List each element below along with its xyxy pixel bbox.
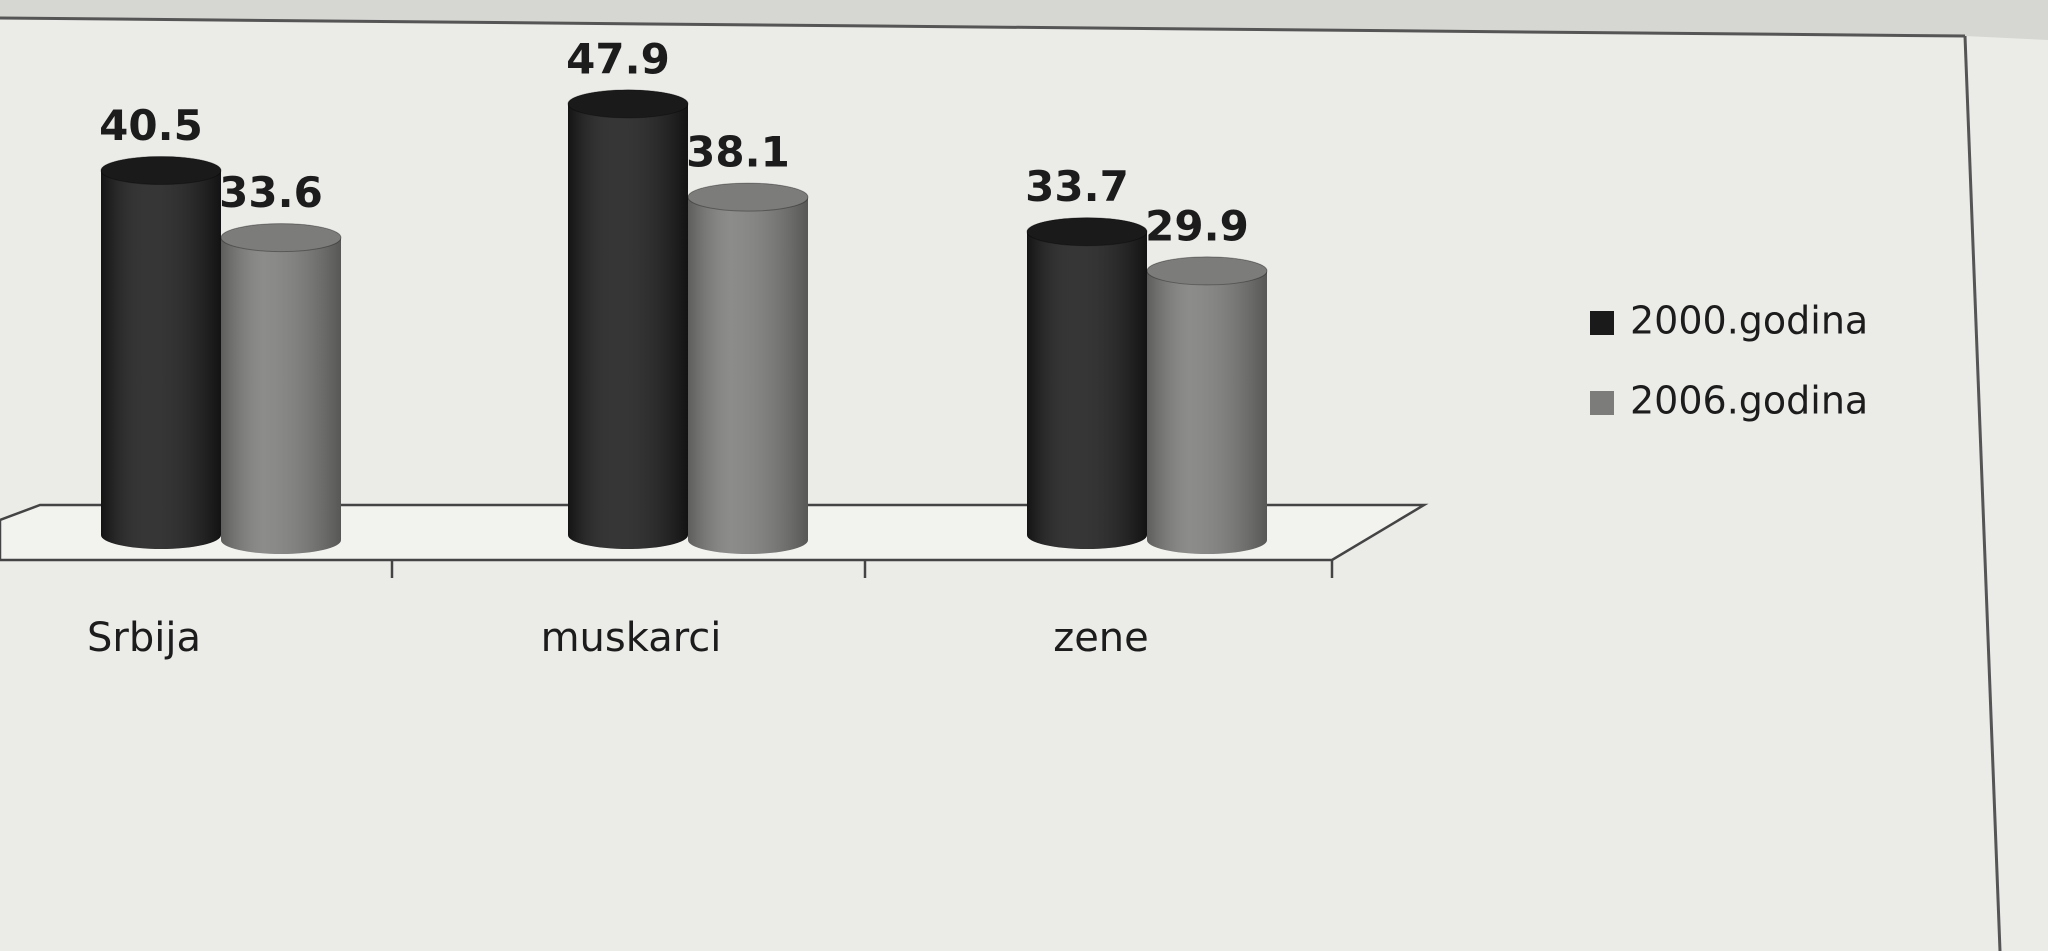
cylinder-top bbox=[567, 89, 689, 119]
cylinder-top bbox=[687, 182, 809, 212]
cylinder-shade bbox=[101, 156, 221, 549]
legend-label: 2006.godina bbox=[1630, 379, 1868, 423]
legend-swatch bbox=[1590, 311, 1614, 335]
data-label: 40.5 bbox=[99, 101, 203, 150]
data-label: 38.1 bbox=[686, 128, 790, 177]
data-label: 29.9 bbox=[1145, 201, 1249, 250]
data-label: 33.6 bbox=[219, 168, 323, 217]
legend-swatch bbox=[1590, 391, 1614, 415]
cylinder-top bbox=[220, 223, 342, 253]
cylinder-shade bbox=[688, 183, 808, 554]
frame-right bbox=[1963, 35, 2002, 951]
x-tick-label: zene bbox=[1053, 615, 1149, 661]
cylinder-top bbox=[100, 156, 222, 185]
cylinder-shade bbox=[568, 89, 688, 549]
cylinder-shade bbox=[1027, 217, 1147, 549]
cylinder-top bbox=[1146, 256, 1268, 286]
cylinder-shade bbox=[221, 223, 341, 554]
paper bbox=[0, 18, 2048, 951]
frame-top bbox=[0, 16, 1966, 38]
cylinder-shade bbox=[1147, 256, 1267, 554]
x-tick-label: Srbija bbox=[87, 615, 201, 661]
data-label: 47.9 bbox=[566, 34, 670, 83]
x-tick-label: muskarci bbox=[541, 615, 722, 661]
legend-label: 2000.godina bbox=[1630, 299, 1868, 343]
data-label: 33.7 bbox=[1025, 162, 1129, 211]
cylinder-top bbox=[1026, 217, 1148, 247]
